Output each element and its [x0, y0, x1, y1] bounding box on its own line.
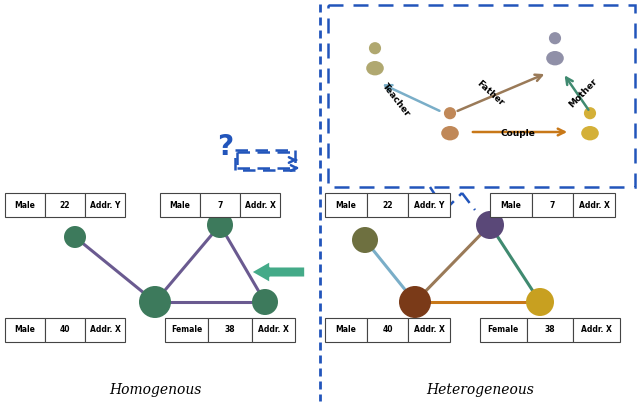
Ellipse shape [441, 126, 459, 141]
Text: Couple: Couple [500, 128, 536, 138]
Circle shape [139, 286, 171, 318]
Bar [408, 193, 450, 217]
Text: Female: Female [488, 326, 519, 335]
Bar [490, 193, 532, 217]
FancyArrowPatch shape [251, 261, 305, 283]
Text: Female: Female [171, 326, 202, 335]
Circle shape [549, 32, 561, 44]
Circle shape [369, 42, 381, 54]
Text: 38: 38 [545, 326, 556, 335]
Bar [573, 318, 620, 342]
Text: Addr. X: Addr. X [258, 326, 289, 335]
Bar [5, 318, 45, 342]
Circle shape [399, 286, 431, 318]
Bar [5, 193, 45, 217]
Text: Male: Male [500, 200, 521, 209]
Bar [325, 193, 367, 217]
Bar [532, 193, 573, 217]
Bar [408, 318, 450, 342]
Circle shape [476, 211, 504, 239]
Circle shape [252, 289, 278, 315]
Text: 7: 7 [550, 200, 555, 209]
Text: Addr. X: Addr. X [579, 200, 610, 209]
Text: Addr. Y: Addr. Y [414, 200, 444, 209]
FancyBboxPatch shape [328, 5, 635, 187]
Circle shape [444, 107, 456, 119]
Text: 40: 40 [382, 326, 393, 335]
Text: Heterogeneous: Heterogeneous [426, 383, 534, 397]
Text: Addr. X: Addr. X [413, 326, 445, 335]
Bar [367, 318, 408, 342]
Text: Male: Male [335, 200, 356, 209]
Bar [480, 318, 527, 342]
Text: Addr. X: Addr. X [90, 326, 120, 335]
Text: Male: Male [15, 200, 35, 209]
Bar [45, 318, 85, 342]
Text: Addr. X: Addr. X [244, 200, 275, 209]
Text: ?: ? [217, 133, 233, 161]
Text: Homogenous: Homogenous [109, 383, 201, 397]
Text: 22: 22 [60, 200, 70, 209]
Circle shape [352, 227, 378, 253]
Circle shape [64, 226, 86, 248]
Bar [209, 318, 252, 342]
Bar [325, 318, 367, 342]
Bar [252, 318, 295, 342]
Bar [200, 193, 240, 217]
Text: 38: 38 [225, 326, 236, 335]
Circle shape [526, 288, 554, 316]
Text: Father: Father [475, 79, 506, 107]
Text: 40: 40 [60, 326, 70, 335]
Text: Teacher: Teacher [380, 81, 412, 118]
Text: Male: Male [170, 200, 191, 209]
Text: Addr. Y: Addr. Y [90, 200, 120, 209]
Circle shape [207, 212, 233, 238]
Bar [527, 318, 573, 342]
Ellipse shape [581, 126, 599, 141]
Bar [85, 318, 125, 342]
Ellipse shape [546, 51, 564, 65]
Bar [45, 193, 85, 217]
Bar [573, 193, 615, 217]
Text: Male: Male [335, 326, 356, 335]
Circle shape [584, 107, 596, 119]
Text: Addr. X: Addr. X [581, 326, 612, 335]
Text: Male: Male [15, 326, 35, 335]
Text: Mother: Mother [567, 77, 599, 109]
Bar [367, 193, 408, 217]
Bar [165, 318, 209, 342]
Bar [85, 193, 125, 217]
Text: 22: 22 [382, 200, 393, 209]
Text: 7: 7 [218, 200, 223, 209]
Ellipse shape [366, 61, 384, 75]
Bar [240, 193, 280, 217]
Bar [160, 193, 200, 217]
